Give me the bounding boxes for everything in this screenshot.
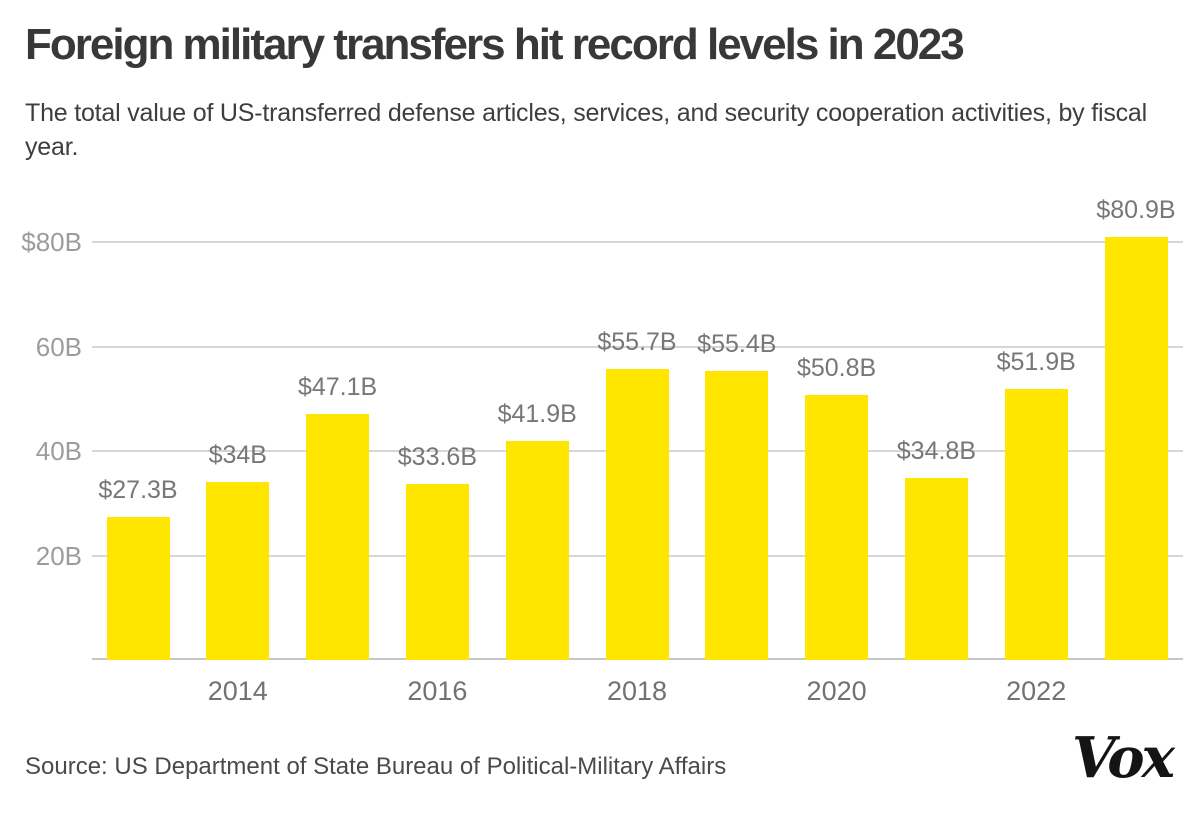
bar-value-label: $51.9B (996, 347, 1076, 376)
x-axis-tick-label: 2018 (606, 676, 668, 706)
x-axis-tick-label: 2020 (806, 676, 867, 706)
bar-2020 (805, 394, 869, 660)
bar-2022 (1004, 388, 1068, 660)
bar-value-label: $34B (208, 441, 267, 470)
bar-value-label: $34.8B (896, 437, 977, 466)
bar-value-label: $55.4B (697, 329, 777, 358)
y-axis-tick-label: 60B (35, 331, 82, 362)
y-axis-tick-label: 40B (35, 436, 82, 466)
gridline-80b (92, 241, 1183, 243)
x-axis-tick-label: 2016 (407, 676, 468, 706)
x-axis-tick-label: 2014 (207, 676, 268, 706)
bar-2017 (505, 441, 569, 660)
x-axis-tick-label: 2022 (1006, 676, 1067, 706)
bar-value-label: $47.1B (297, 372, 378, 401)
bar-2014 (206, 482, 270, 660)
y-axis-tick-label: 20B (35, 540, 82, 571)
bar-value-label: $80.9B (1096, 196, 1176, 225)
source-attribution: Source: US Department of State Bureau of… (25, 753, 727, 780)
bar-2013 (106, 517, 170, 660)
bar-2021 (904, 478, 968, 660)
bar-2019 (705, 370, 769, 660)
bar-value-label: $33.6B (397, 443, 478, 472)
bar-value-label: $50.8B (796, 353, 877, 382)
bar-2023 (1104, 237, 1168, 660)
bar-value-label: $55.7B (597, 327, 677, 356)
vox-logo: Vox (1071, 725, 1175, 791)
y-axis-tick-label: $80B (21, 227, 82, 257)
chart-subtitle: The total value of US-transferred defens… (25, 99, 1147, 161)
bar-value-label: $27.3B (98, 476, 178, 505)
bar-2016 (405, 484, 469, 660)
bar-2015 (306, 413, 370, 660)
bar-value-label: $41.9B (497, 400, 577, 429)
bar-2018 (605, 368, 669, 660)
chart-title: Foreign military transfers hit record le… (25, 20, 965, 69)
gridline-60b (92, 345, 1183, 348)
